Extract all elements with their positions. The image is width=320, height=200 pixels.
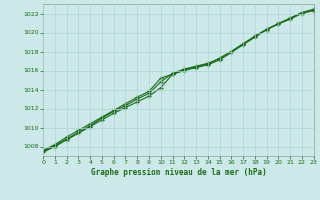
X-axis label: Graphe pression niveau de la mer (hPa): Graphe pression niveau de la mer (hPa) [91,168,266,177]
